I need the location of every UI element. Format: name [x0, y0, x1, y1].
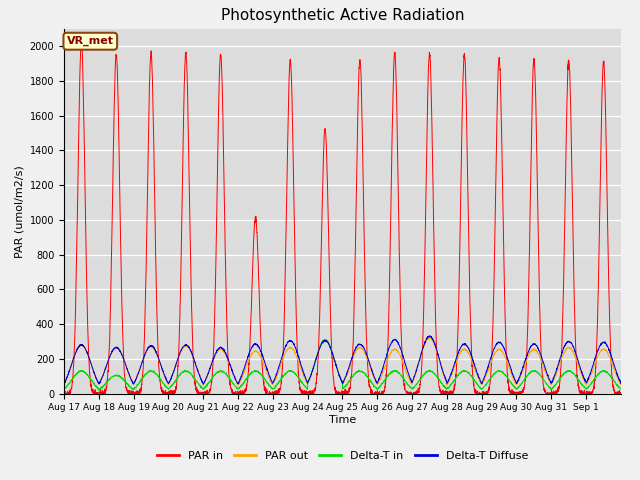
- Text: VR_met: VR_met: [67, 36, 114, 47]
- Title: Photosynthetic Active Radiation: Photosynthetic Active Radiation: [221, 9, 464, 24]
- Y-axis label: PAR (umol/m2/s): PAR (umol/m2/s): [14, 165, 24, 258]
- X-axis label: Time: Time: [329, 415, 356, 425]
- Legend: PAR in, PAR out, Delta-T in, Delta-T Diffuse: PAR in, PAR out, Delta-T in, Delta-T Dif…: [152, 446, 532, 466]
